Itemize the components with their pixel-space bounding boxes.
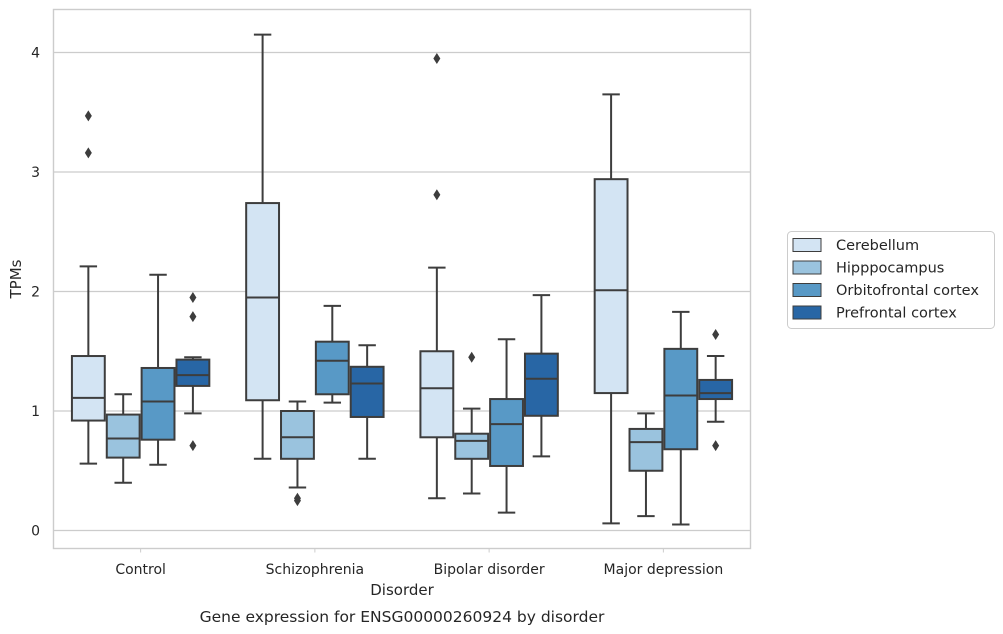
legend-swatch	[792, 260, 822, 275]
box-body	[593, 178, 629, 395]
box-body	[698, 378, 734, 401]
y-tick-labels: 0 1 2 3 4	[31, 46, 40, 540]
box-body	[314, 340, 350, 396]
box-body	[489, 398, 524, 467]
legend-swatch	[792, 283, 822, 297]
outlier-point	[712, 329, 720, 341]
x-tick-label: Major depression	[604, 562, 724, 578]
outlier-point	[189, 440, 197, 452]
box	[698, 329, 734, 452]
outlier-point	[189, 291, 197, 303]
outlier-point	[433, 52, 441, 64]
box	[280, 400, 315, 507]
box	[245, 33, 281, 460]
box	[140, 273, 176, 466]
plot-frame	[52, 8, 752, 550]
outlier-point	[468, 351, 476, 363]
outlier-point	[293, 492, 301, 504]
y-tick-label: 3	[31, 165, 40, 181]
box	[489, 338, 524, 514]
box	[593, 93, 629, 525]
box-body	[419, 350, 455, 439]
x-axis-title: Disorder	[370, 581, 434, 599]
box	[628, 412, 664, 518]
box-body	[280, 410, 315, 460]
box	[419, 52, 455, 500]
box	[175, 291, 211, 452]
chart-caption: Gene expression for ENSG00000260924 by d…	[200, 608, 605, 626]
y-axis-title: TPMs	[7, 259, 25, 299]
legend-frame	[787, 231, 995, 329]
box-body	[523, 352, 559, 417]
x-tick-label: Bipolar disorder	[434, 562, 545, 578]
legend-swatch	[792, 238, 822, 252]
box	[349, 344, 385, 460]
box	[663, 310, 699, 526]
legend-label: Hipppocampus	[836, 261, 944, 277]
box-body	[175, 358, 211, 387]
box-body	[454, 432, 490, 460]
legend-swatch	[792, 305, 822, 320]
legend-label: Orbitofrontal cortex	[836, 283, 979, 299]
box	[105, 393, 141, 484]
outlier-point	[84, 147, 92, 159]
box-plot-area	[70, 33, 734, 526]
box-body	[105, 413, 141, 459]
outlier-point	[712, 440, 720, 452]
x-tick-label: Control	[115, 562, 166, 578]
box	[523, 294, 559, 458]
x-tick-labels: Control Schizophrenia Bipolar disorder Majo…	[115, 548, 724, 578]
box-body	[663, 347, 699, 451]
box	[70, 110, 106, 465]
box-body	[628, 427, 664, 472]
y-tick-label: 2	[31, 285, 40, 301]
box-body	[140, 366, 176, 441]
y-tick-label: 0	[31, 524, 40, 540]
box-body	[349, 365, 385, 418]
y-tick-label: 1	[31, 404, 40, 420]
box-body	[245, 202, 281, 402]
outlier-point	[433, 189, 441, 201]
box	[454, 351, 490, 495]
legend: Cerebellum Hipppocampus Orbitofrontal cort…	[787, 231, 995, 329]
legend-label: Prefrontal cortex	[836, 306, 957, 322]
legend-label: Cerebellum	[836, 238, 919, 254]
y-tick-label: 4	[31, 46, 40, 62]
outlier-point	[189, 311, 197, 323]
box	[314, 304, 350, 404]
x-tick-label: Schizophrenia	[266, 562, 364, 578]
box-body	[70, 355, 106, 422]
outlier-point	[84, 110, 92, 122]
